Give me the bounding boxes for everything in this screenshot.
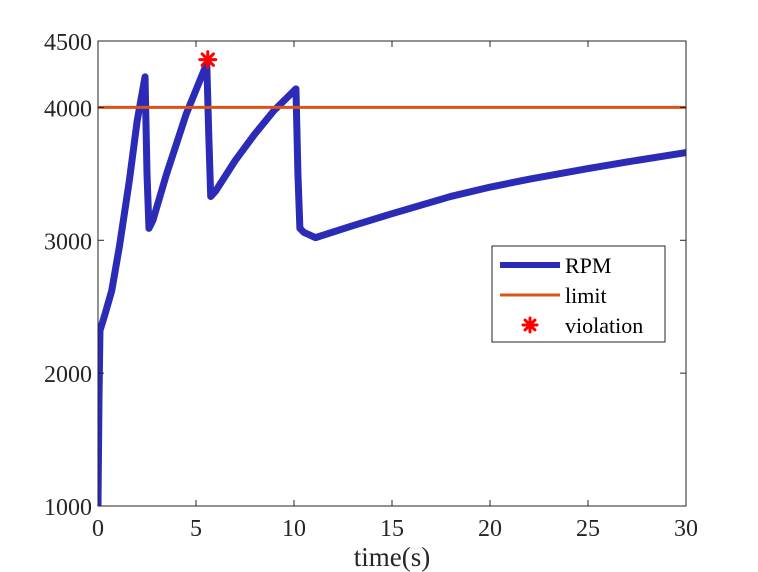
x-tick-label: 20 — [478, 516, 502, 542]
x-tick-label: 5 — [190, 516, 202, 542]
x-axis-ticks: 0 5 10 15 20 25 30 — [92, 41, 698, 542]
x-tick-label: 30 — [674, 516, 698, 542]
legend-label-rpm: RPM — [565, 253, 611, 278]
y-tick-label: 4500 — [44, 30, 92, 56]
x-axis-label: time(s) — [354, 542, 430, 572]
y-tick-label: 4000 — [44, 96, 92, 122]
x-tick-label: 15 — [380, 516, 404, 542]
violation-asterisk-icon — [198, 50, 218, 70]
y-tick-label: 2000 — [44, 362, 92, 388]
y-tick-label: 3000 — [44, 229, 92, 255]
series-rpm-line — [98, 60, 686, 506]
legend: RPM limit violation — [491, 245, 666, 343]
y-axis-ticks: 1000 2000 3000 4000 4500 — [44, 30, 686, 521]
x-tick-label: 10 — [282, 516, 306, 542]
x-tick-label: 25 — [576, 516, 600, 542]
y-tick-label: 1000 — [44, 495, 92, 521]
legend-label-violation: violation — [565, 313, 643, 338]
legend-label-limit: limit — [565, 283, 607, 308]
x-tick-label: 0 — [92, 516, 104, 542]
legend-asterisk-icon — [521, 316, 539, 334]
plot-area — [98, 50, 686, 506]
